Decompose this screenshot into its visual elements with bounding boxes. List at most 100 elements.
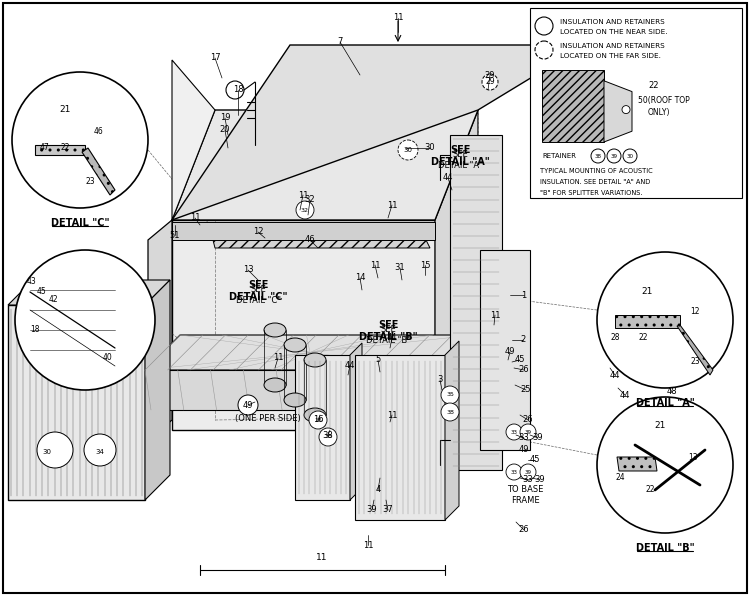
Text: 47: 47	[40, 144, 50, 153]
Text: 26: 26	[523, 415, 533, 424]
Text: 11: 11	[273, 353, 284, 362]
Text: 16: 16	[314, 418, 322, 423]
Polygon shape	[440, 335, 475, 410]
Text: 46: 46	[304, 235, 315, 244]
Text: 38: 38	[322, 430, 333, 439]
Text: 3: 3	[437, 375, 442, 384]
Text: 12: 12	[253, 228, 263, 237]
Text: 12: 12	[690, 308, 700, 316]
Text: 40: 40	[103, 353, 112, 362]
Text: SEE
DETAIL "C": SEE DETAIL "C"	[236, 285, 280, 305]
Text: 31: 31	[394, 263, 405, 272]
Text: 15: 15	[420, 260, 430, 269]
Circle shape	[482, 74, 498, 90]
Text: 23: 23	[86, 178, 94, 187]
Text: 11: 11	[363, 541, 374, 550]
Ellipse shape	[304, 408, 326, 422]
Ellipse shape	[284, 393, 306, 407]
Circle shape	[86, 341, 114, 369]
Text: 11: 11	[490, 311, 500, 319]
Ellipse shape	[264, 378, 286, 392]
Polygon shape	[435, 110, 478, 430]
Circle shape	[622, 105, 630, 114]
Text: 11: 11	[387, 411, 398, 420]
Text: 24: 24	[615, 473, 625, 482]
Text: 44: 44	[610, 371, 620, 380]
Text: 29: 29	[484, 70, 495, 79]
Text: 30: 30	[424, 144, 435, 153]
Text: 2: 2	[520, 336, 526, 344]
Text: DETAIL "B": DETAIL "B"	[636, 543, 694, 553]
Text: 11: 11	[600, 308, 610, 316]
Polygon shape	[445, 341, 459, 520]
Text: 48: 48	[667, 387, 677, 396]
Polygon shape	[145, 370, 440, 410]
Text: 26: 26	[660, 430, 670, 439]
Text: 38: 38	[324, 434, 332, 439]
Circle shape	[441, 403, 459, 421]
Text: 26: 26	[519, 526, 530, 535]
Polygon shape	[350, 343, 362, 500]
Text: 38: 38	[446, 409, 454, 414]
Polygon shape	[172, 110, 478, 220]
Text: 23: 23	[690, 358, 700, 367]
Text: 7: 7	[338, 38, 343, 46]
Circle shape	[597, 397, 733, 533]
Text: 36: 36	[95, 352, 104, 358]
Circle shape	[309, 411, 327, 429]
Ellipse shape	[264, 323, 286, 337]
Circle shape	[520, 464, 536, 480]
Circle shape	[84, 434, 116, 466]
Circle shape	[441, 386, 459, 404]
Text: 32: 32	[301, 207, 309, 213]
Text: 33: 33	[511, 470, 518, 474]
Polygon shape	[615, 315, 680, 328]
Circle shape	[623, 149, 637, 163]
Text: 35: 35	[446, 393, 454, 398]
Text: 33: 33	[511, 430, 518, 434]
Text: 20: 20	[220, 126, 230, 135]
Text: DETAIL "B": DETAIL "B"	[358, 332, 417, 342]
Text: 30: 30	[43, 449, 52, 455]
Text: 26: 26	[519, 365, 530, 374]
Circle shape	[319, 428, 337, 446]
Text: 21: 21	[654, 421, 666, 430]
Text: 34: 34	[95, 449, 104, 455]
Text: eReplacement.com: eReplacement.com	[281, 333, 429, 347]
Text: 11: 11	[393, 14, 404, 23]
Polygon shape	[480, 250, 530, 450]
Circle shape	[506, 464, 522, 480]
Text: 30: 30	[404, 147, 412, 153]
Text: 13: 13	[688, 452, 698, 461]
Text: 13: 13	[243, 265, 254, 275]
Polygon shape	[295, 355, 350, 500]
Text: 44: 44	[345, 361, 355, 370]
Polygon shape	[355, 355, 445, 520]
Circle shape	[238, 395, 258, 415]
Text: 18: 18	[232, 85, 243, 95]
Text: 22: 22	[638, 334, 648, 343]
Polygon shape	[172, 45, 585, 220]
Polygon shape	[8, 305, 145, 500]
Text: 39: 39	[532, 433, 543, 442]
Text: DETAIL "A": DETAIL "A"	[430, 157, 489, 167]
Text: 11: 11	[387, 200, 398, 210]
Text: TYPICAL MOUNTING OF ACOUSTIC: TYPICAL MOUNTING OF ACOUSTIC	[540, 168, 652, 174]
Text: 11: 11	[298, 191, 308, 200]
Text: 49: 49	[243, 401, 254, 409]
Polygon shape	[8, 280, 170, 305]
Text: (ONE PER SIDE): (ONE PER SIDE)	[236, 414, 301, 423]
Ellipse shape	[304, 353, 326, 367]
Text: 33: 33	[523, 476, 533, 485]
Text: 21: 21	[59, 105, 70, 114]
Bar	[530, 8, 742, 198]
Text: SEE: SEE	[378, 320, 398, 330]
Text: INSULATION. SEE DETAIL "A" AND: INSULATION. SEE DETAIL "A" AND	[540, 179, 650, 185]
Circle shape	[591, 149, 605, 163]
Text: 33: 33	[519, 433, 530, 442]
Text: 39: 39	[610, 154, 617, 159]
Polygon shape	[210, 228, 430, 248]
Text: 11: 11	[370, 260, 380, 269]
Text: 45: 45	[514, 355, 525, 365]
Text: 37: 37	[382, 505, 393, 514]
